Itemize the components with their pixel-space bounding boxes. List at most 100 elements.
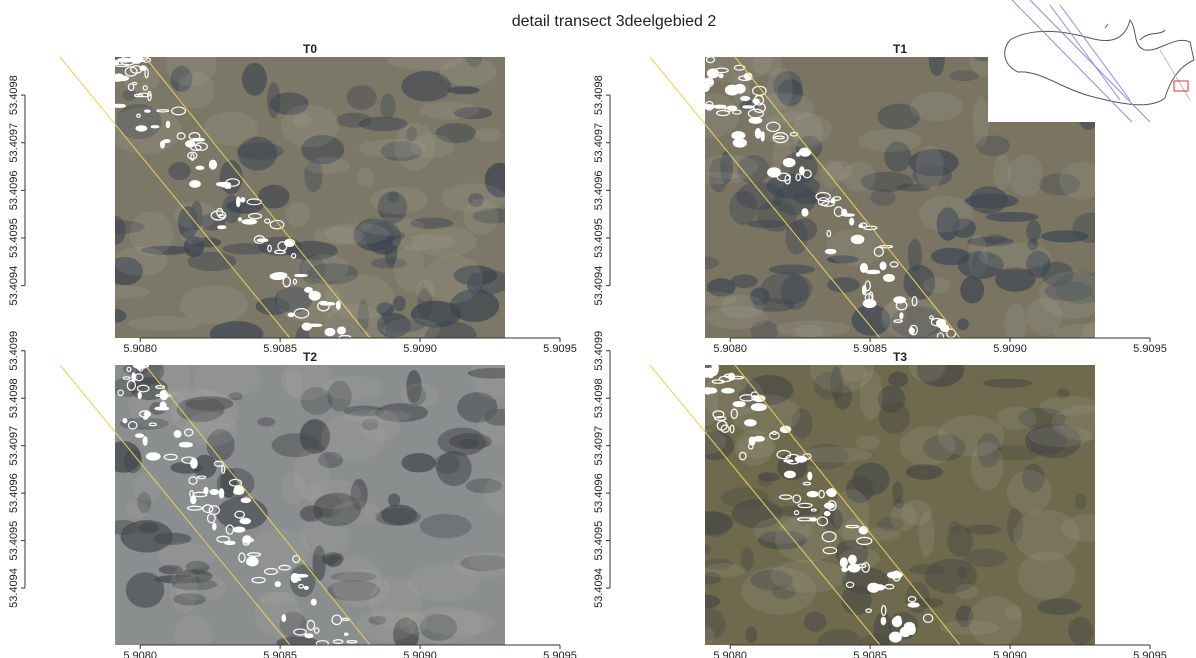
white-patch bbox=[825, 503, 835, 508]
dark-patch bbox=[336, 113, 372, 128]
light-patch bbox=[388, 50, 464, 70]
dark-patch bbox=[731, 274, 758, 288]
white-patch bbox=[166, 121, 169, 127]
light-patch bbox=[701, 154, 759, 179]
y-tick-label: 53.4094 bbox=[8, 568, 20, 608]
panel: T25.90805.90855.90905.909553.409453.4095… bbox=[8, 331, 577, 658]
dark-patch bbox=[168, 162, 190, 180]
dark-patch bbox=[852, 463, 889, 496]
y-tick-label: 53.4096 bbox=[593, 473, 605, 513]
white-patch bbox=[795, 456, 806, 462]
x-tick-label: 5.9085 bbox=[853, 343, 887, 355]
light-patch bbox=[174, 615, 213, 655]
white-patch bbox=[860, 264, 867, 273]
white-patch bbox=[761, 132, 764, 141]
y-tick-label: 53.4098 bbox=[593, 378, 605, 418]
white-patch bbox=[881, 617, 885, 624]
dark-patch bbox=[258, 185, 290, 209]
light-patch bbox=[113, 247, 168, 276]
light-patch bbox=[968, 235, 987, 278]
y-tick-label: 53.4094 bbox=[593, 266, 605, 306]
dark-patch bbox=[892, 481, 903, 502]
light-patch bbox=[128, 386, 185, 429]
y-tick-label: 53.4099 bbox=[593, 331, 605, 371]
white-patch bbox=[285, 239, 295, 246]
dark-patch bbox=[688, 511, 734, 534]
white-patch bbox=[784, 460, 793, 462]
white-patch bbox=[143, 437, 147, 446]
light-patch bbox=[420, 101, 479, 119]
white-patch bbox=[288, 313, 294, 316]
white-patch bbox=[831, 198, 835, 203]
light-patch bbox=[454, 553, 518, 578]
dark-patch bbox=[1075, 494, 1086, 509]
light-patch bbox=[794, 325, 823, 338]
white-patch bbox=[863, 286, 866, 295]
dark-patch bbox=[746, 626, 758, 643]
dark-patch bbox=[906, 464, 943, 480]
light-patch bbox=[370, 187, 428, 215]
dark-patch bbox=[401, 453, 436, 473]
white-patch bbox=[136, 126, 147, 131]
y-tick-label: 53.4098 bbox=[8, 378, 20, 418]
white-patch bbox=[282, 615, 285, 622]
white-patch bbox=[179, 442, 192, 446]
light-patch bbox=[1007, 470, 1051, 514]
light-patch bbox=[909, 353, 945, 381]
panel-title: T1 bbox=[893, 42, 907, 56]
light-patch bbox=[706, 306, 769, 329]
light-patch bbox=[701, 563, 745, 577]
light-patch bbox=[916, 145, 944, 189]
y-tick-label: 53.4094 bbox=[8, 266, 20, 306]
white-patch bbox=[336, 301, 340, 309]
white-patch bbox=[115, 74, 123, 78]
y-tick-label: 53.4098 bbox=[8, 75, 20, 115]
figure-title: detail transect 3deelgebied 2 bbox=[512, 13, 717, 30]
white-patch bbox=[743, 106, 754, 108]
dark-patch bbox=[1038, 599, 1082, 616]
dark-patch bbox=[448, 86, 480, 94]
dark-patch bbox=[139, 522, 159, 533]
light-patch bbox=[412, 227, 477, 258]
y-tick-label: 53.4096 bbox=[8, 473, 20, 513]
light-patch bbox=[767, 67, 792, 110]
white-patch bbox=[704, 388, 711, 394]
x-tick-label: 5.9090 bbox=[403, 343, 437, 355]
white-patch bbox=[866, 270, 879, 273]
white-patch bbox=[889, 632, 901, 642]
light-patch bbox=[357, 168, 375, 187]
light-patch bbox=[170, 567, 198, 614]
dark-patch bbox=[693, 594, 720, 608]
white-patch bbox=[138, 392, 141, 398]
light-patch bbox=[132, 473, 160, 501]
white-patch bbox=[238, 218, 241, 221]
x-tick-label: 5.9090 bbox=[993, 650, 1027, 658]
white-patch bbox=[751, 404, 766, 411]
white-patch bbox=[136, 434, 144, 437]
dark-patch bbox=[947, 525, 973, 557]
white-patch bbox=[209, 160, 216, 169]
y-tick-label: 53.4096 bbox=[8, 170, 20, 210]
light-patch bbox=[923, 277, 951, 294]
white-patch bbox=[146, 453, 160, 460]
light-patch bbox=[126, 501, 149, 518]
white-patch bbox=[797, 153, 800, 156]
white-patch bbox=[850, 218, 854, 225]
y-tick-label: 53.4095 bbox=[8, 218, 20, 258]
x-tick-label: 5.9095 bbox=[1133, 650, 1167, 658]
dark-patch bbox=[758, 472, 773, 487]
panel-title: T3 bbox=[893, 350, 907, 364]
white-patch bbox=[732, 132, 745, 139]
white-patch bbox=[733, 139, 746, 147]
dark-patch bbox=[964, 549, 1007, 568]
white-patch bbox=[247, 557, 258, 566]
white-patch bbox=[868, 583, 879, 592]
white-patch bbox=[749, 437, 755, 445]
white-patch bbox=[293, 574, 308, 577]
dark-patch bbox=[747, 220, 785, 228]
white-patch bbox=[733, 402, 745, 407]
light-patch bbox=[314, 226, 364, 244]
white-patch bbox=[213, 523, 216, 530]
light-patch bbox=[82, 285, 150, 299]
dark-patch bbox=[691, 256, 719, 269]
